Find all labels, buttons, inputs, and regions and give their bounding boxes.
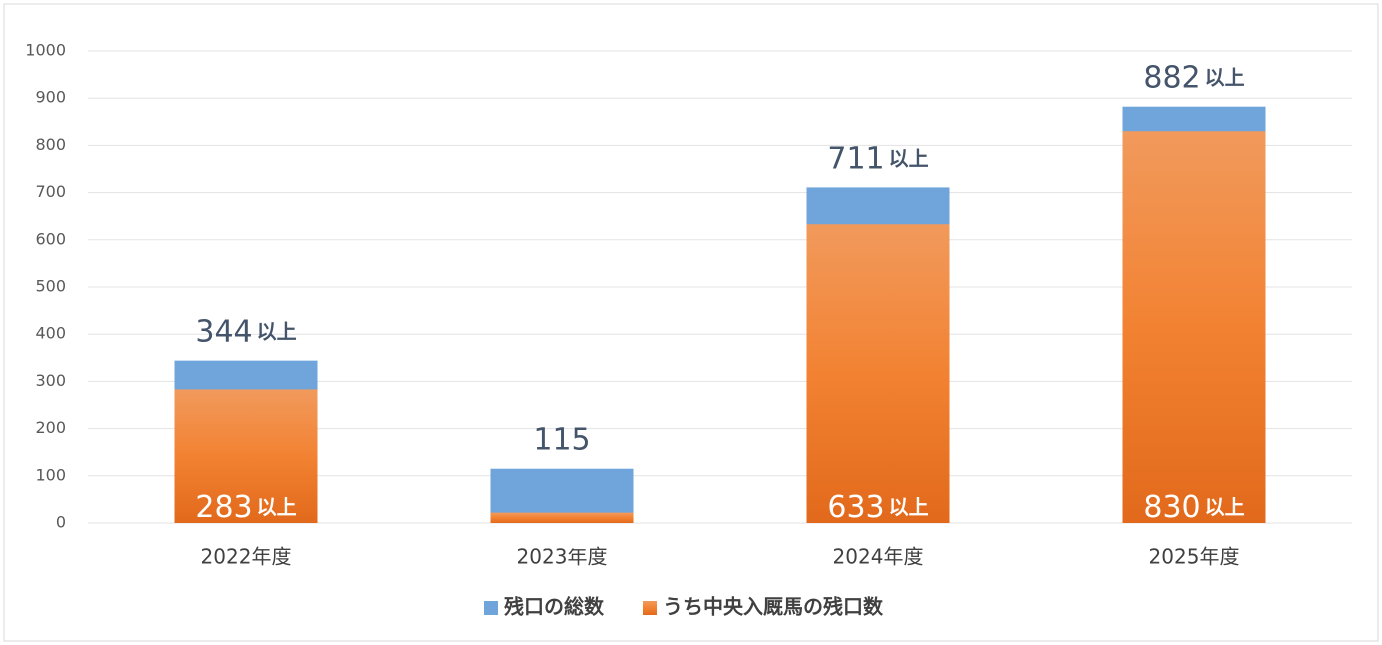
y-tick-label: 500 bbox=[35, 277, 66, 296]
y-tick-label: 200 bbox=[35, 418, 66, 437]
y-tick-label: 400 bbox=[35, 324, 66, 343]
data-label: 283 以上 bbox=[195, 490, 296, 525]
legend-swatch bbox=[643, 601, 657, 615]
y-tick-label: 1000 bbox=[25, 41, 66, 60]
data-label: 115 bbox=[533, 422, 590, 457]
bar bbox=[174, 389, 318, 523]
data-label: 22 bbox=[543, 521, 581, 556]
data-label: 830 以上 bbox=[1143, 490, 1244, 525]
x-tick-label: 2022年度 bbox=[201, 545, 292, 569]
y-tick-label: 800 bbox=[35, 135, 66, 154]
y-tick-label: 300 bbox=[35, 371, 66, 390]
x-tick-label: 2025年度 bbox=[1149, 545, 1240, 569]
data-label: 882 以上 bbox=[1143, 60, 1244, 95]
bar bbox=[1122, 131, 1266, 524]
legend-label: うち中央入厩馬の残口数 bbox=[663, 595, 884, 619]
bar bbox=[490, 512, 634, 523]
x-tick-label: 2023年度 bbox=[517, 545, 608, 569]
y-tick-label: 100 bbox=[35, 465, 66, 484]
data-label: 344 以上 bbox=[195, 314, 296, 349]
y-tick-label: 600 bbox=[35, 229, 66, 248]
y-tick-label: 700 bbox=[35, 182, 66, 201]
legend-label: 残口の総数 bbox=[504, 595, 605, 619]
data-label: 711 以上 bbox=[827, 141, 928, 176]
legend-swatch bbox=[484, 601, 498, 615]
y-tick-label: 900 bbox=[35, 88, 66, 107]
data-label: 633 以上 bbox=[827, 490, 928, 525]
x-tick-label: 2024年度 bbox=[833, 545, 924, 569]
bar bbox=[806, 224, 950, 523]
y-tick-label: 0 bbox=[56, 513, 66, 532]
